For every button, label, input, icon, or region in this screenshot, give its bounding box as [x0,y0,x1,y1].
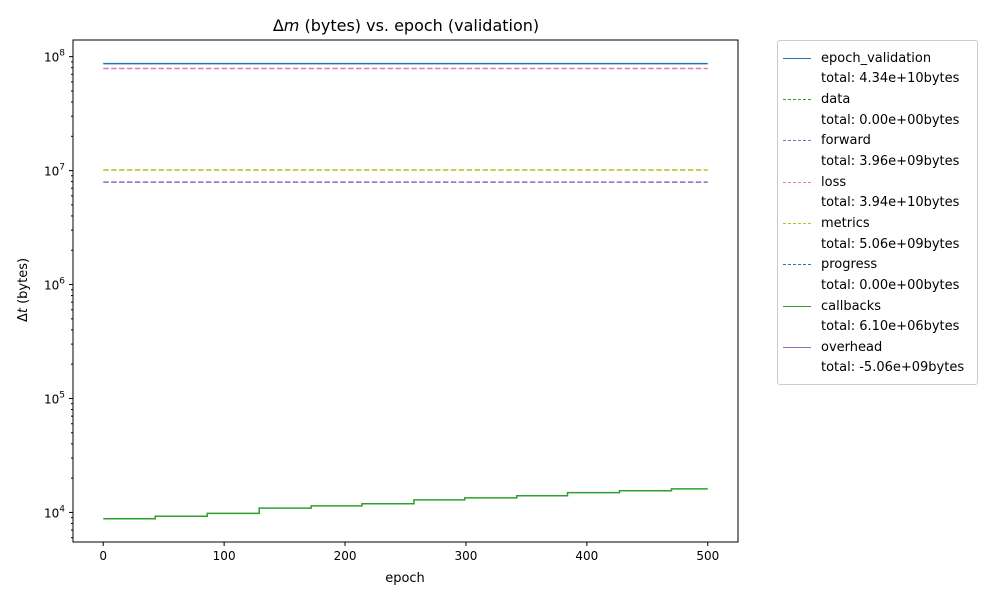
plot-area [72,39,739,543]
legend-item: callbacks [778,296,977,317]
y-axis: 104 105 106 107 108 [44,49,73,539]
legend-swatch [783,264,811,266]
legend-total: total: 4.34e+10bytes [821,71,960,87]
legend-entry-forward: forward total: 3.96e+09bytes [778,131,977,172]
legend-total: total: 0.00e+00bytes [821,112,960,128]
legend-label: metrics [821,215,870,231]
legend-total: total: 6.10e+06bytes [821,319,960,335]
series-line-callbacks [103,488,708,520]
x-tick-label: 300 [455,549,478,563]
x-axis-label: epoch [385,571,425,586]
x-tick-label: 200 [334,549,357,563]
legend-label: overhead [821,339,883,355]
y-tick-label: 107 [44,163,65,179]
x-tick-label: 500 [696,549,719,563]
legend-item: data [778,89,977,110]
legend-item: epoch_validation [778,48,977,69]
legend-entry-callbacks: callbacks total: 6.10e+06bytes [778,296,977,337]
x-tick-label: 400 [575,549,598,563]
y-tick-label: 106 [44,277,65,293]
y-tick-label: 108 [44,49,65,65]
legend-swatch [783,99,811,101]
legend-entry-loss: loss total: 3.94e+10bytes [778,172,977,213]
chart-title: Δm (bytes) vs. epoch (validation) [273,16,539,35]
legend-item: overhead [778,337,977,358]
legend-swatch [783,57,811,59]
legend-swatch [783,222,811,224]
legend-entry-overhead: overhead total: -5.06e+09bytes [778,337,977,378]
legend-total: total: 0.00e+00bytes [821,277,960,293]
legend-label: forward [821,133,871,149]
legend-swatch [783,305,811,307]
x-axis: 0 100 200 300 400 500 [99,542,719,563]
y-axis-label: Δt (bytes) [16,258,31,322]
legend-entry-progress: progress total: 0.00e+00bytes [778,254,977,295]
legend-item: loss [778,172,977,193]
legend-item: forward [778,131,977,152]
legend-entry-data: data total: 0.00e+00bytes [778,89,977,130]
legend-total: total: 3.94e+10bytes [821,195,960,211]
x-tick-label: 100 [213,549,236,563]
y-tick-label: 104 [44,504,65,520]
legend: epoch_validation total: 4.34e+10bytes data… [777,40,978,385]
legend-total: total: -5.06e+09bytes [821,360,965,376]
legend-swatch [783,346,811,348]
legend-entry-metrics: metrics total: 5.06e+09bytes [778,213,977,254]
legend-swatch [783,181,811,183]
legend-total: total: 3.96e+09bytes [821,153,960,169]
legend-item: progress [778,254,977,275]
legend-label: progress [821,257,878,273]
legend-label: callbacks [821,298,882,314]
legend-label: data [821,92,851,108]
legend-item: metrics [778,213,977,234]
series-layer [103,62,708,520]
legend-total: total: 5.06e+09bytes [821,236,960,252]
y-tick-label: 105 [44,390,65,406]
legend-label: loss [821,174,847,190]
x-tick-label: 0 [99,549,107,563]
legend-entry-epoch_validation: epoch_validation total: 4.34e+10bytes [778,48,977,89]
legend-label: epoch_validation [821,50,932,66]
legend-swatch [783,140,811,142]
